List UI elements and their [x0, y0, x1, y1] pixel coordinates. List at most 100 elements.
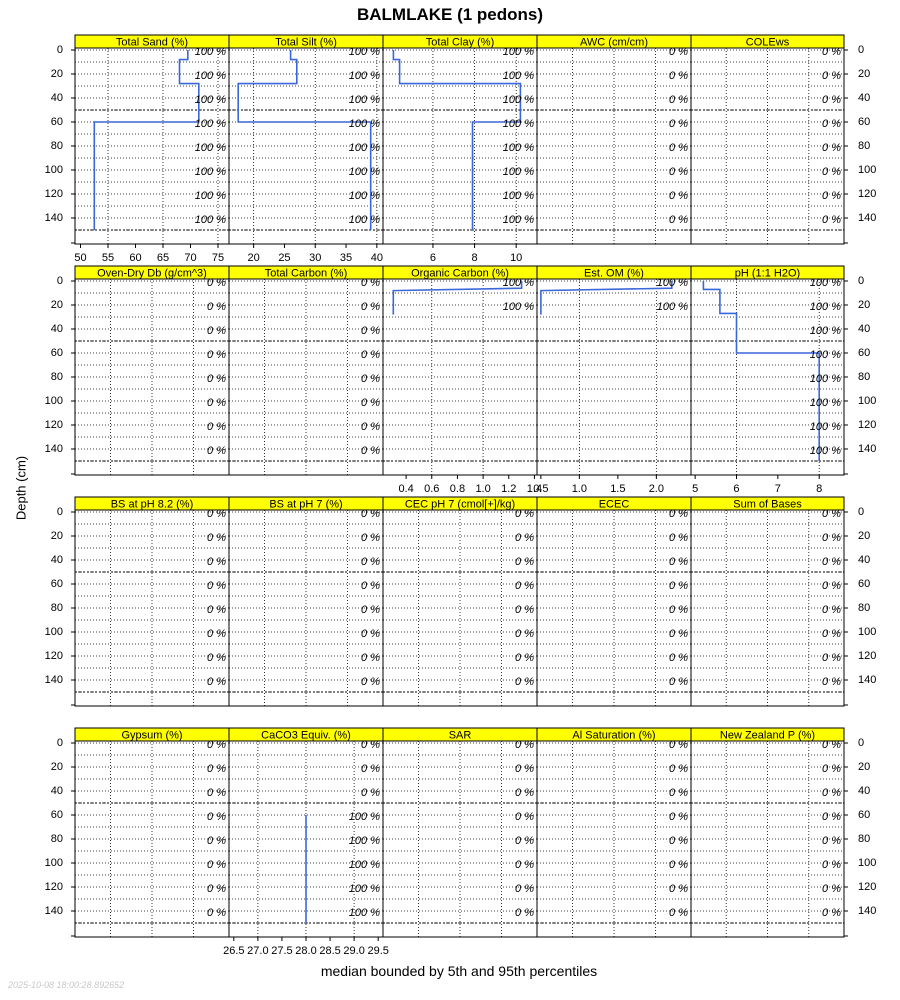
percent-label: 0 %: [515, 652, 534, 664]
x-tick-label: 27.0: [247, 945, 268, 957]
percent-label: 0 %: [669, 604, 688, 616]
x-tick-label: 28.0: [295, 945, 316, 957]
panel-strip-label: BS at pH 7 (%): [269, 498, 342, 510]
x-tick-label: 0.6: [424, 483, 439, 495]
percent-label: 100 %: [195, 118, 226, 130]
percent-label: 0 %: [822, 787, 841, 799]
x-tick-label: 40: [371, 252, 383, 264]
percent-label: 0 %: [822, 883, 841, 895]
percent-label: 0 %: [515, 676, 534, 688]
y-tick-label: 120: [858, 188, 876, 200]
percent-label: 0 %: [361, 556, 380, 568]
y-tick-label: 140: [45, 905, 63, 917]
panel-strip-label: Total Sand (%): [116, 36, 188, 48]
panel-frame: [74, 740, 230, 938]
percent-label: 0 %: [361, 397, 380, 409]
x-tick-label: 5: [692, 483, 698, 495]
percent-label: 100 %: [195, 70, 226, 82]
y-tick-label: 0: [858, 275, 864, 287]
x-tick-label: 0.8: [450, 483, 465, 495]
percent-label: 100 %: [503, 118, 534, 130]
y-tick-label: 40: [858, 92, 870, 104]
percent-label: 0 %: [669, 676, 688, 688]
percent-label: 0 %: [515, 859, 534, 871]
y-tick-label: 60: [858, 809, 870, 821]
y-tick-label: 0: [858, 44, 864, 56]
y-tick-label: 120: [45, 650, 63, 662]
y-tick-label: 120: [858, 650, 876, 662]
panel-frame: [74, 278, 230, 476]
percent-label: 0 %: [822, 166, 841, 178]
percent-label: 100 %: [503, 70, 534, 82]
percent-label: 100 %: [810, 421, 841, 433]
percent-label: 0 %: [669, 142, 688, 154]
percent-label: 100 %: [810, 397, 841, 409]
percent-label: 100 %: [503, 94, 534, 106]
percent-label: 100 %: [810, 325, 841, 337]
percent-label: 0 %: [669, 835, 688, 847]
percent-label: 0 %: [669, 811, 688, 823]
y-tick-label: 60: [51, 578, 63, 590]
percent-label: 0 %: [515, 835, 534, 847]
percent-label: 0 %: [207, 739, 226, 751]
percent-label: 100 %: [810, 301, 841, 313]
percent-label: 0 %: [361, 277, 380, 289]
percent-label: 0 %: [207, 883, 226, 895]
percent-label: 0 %: [515, 628, 534, 640]
y-tick-label: 140: [858, 674, 876, 686]
percent-label: 0 %: [361, 532, 380, 544]
percent-label: 100 %: [657, 301, 688, 313]
percent-label: 0 %: [822, 580, 841, 592]
percent-label: 0 %: [669, 652, 688, 664]
panel-12: [382, 496, 538, 707]
y-tick-label: 40: [51, 323, 63, 335]
y-tick-label: 20: [858, 530, 870, 542]
percent-label: 0 %: [515, 556, 534, 568]
panel-9: [690, 265, 848, 479]
percent-label: 0 %: [361, 421, 380, 433]
panel-strip-label: SAR: [449, 729, 472, 741]
percent-label: 100 %: [195, 46, 226, 58]
percent-label: 0 %: [361, 628, 380, 640]
x-tick-label: 29.5: [367, 945, 388, 957]
y-tick-label: 140: [858, 212, 876, 224]
percent-label: 0 %: [822, 907, 841, 919]
x-tick-label: 75: [212, 252, 224, 264]
y-tick-label: 120: [858, 419, 876, 431]
x-tick-label: 8: [816, 483, 822, 495]
percent-label: 0 %: [361, 349, 380, 361]
percent-label: 0 %: [361, 301, 380, 313]
y-tick-label: 100: [858, 395, 876, 407]
percent-label: 0 %: [669, 508, 688, 520]
percent-label: 0 %: [207, 763, 226, 775]
percent-label: 0 %: [822, 739, 841, 751]
y-tick-label: 0: [57, 506, 63, 518]
percent-label: 0 %: [207, 811, 226, 823]
panel-13: [536, 496, 692, 707]
x-tick-label: 7: [775, 483, 781, 495]
y-tick-label: 120: [45, 419, 63, 431]
x-tick-label: 30: [309, 252, 321, 264]
percent-label: 100 %: [503, 166, 534, 178]
percent-label: 0 %: [822, 118, 841, 130]
y-tick-label: 20: [51, 530, 63, 542]
percent-label: 0 %: [361, 604, 380, 616]
percent-label: 100 %: [349, 118, 380, 130]
percent-label: 0 %: [361, 325, 380, 337]
panel-frame: [536, 509, 692, 707]
percent-label: 0 %: [822, 94, 841, 106]
percent-label: 0 %: [207, 676, 226, 688]
percent-label: 0 %: [669, 94, 688, 106]
chart-title: BALMLAKE (1 pedons): [356, 5, 544, 24]
percent-label: 0 %: [822, 604, 841, 616]
y-tick-label: 100: [45, 164, 63, 176]
y-tick-label: 0: [57, 275, 63, 287]
panel-19: [690, 727, 848, 938]
panel-strip-label: AWC (cm/cm): [580, 36, 648, 48]
y-tick-label: 60: [858, 116, 870, 128]
percent-label: 100 %: [503, 214, 534, 226]
x-tick-label: 29.0: [343, 945, 364, 957]
percent-label: 0 %: [669, 532, 688, 544]
x-tick-label: 1.0: [475, 483, 490, 495]
percent-label: 0 %: [207, 604, 226, 616]
